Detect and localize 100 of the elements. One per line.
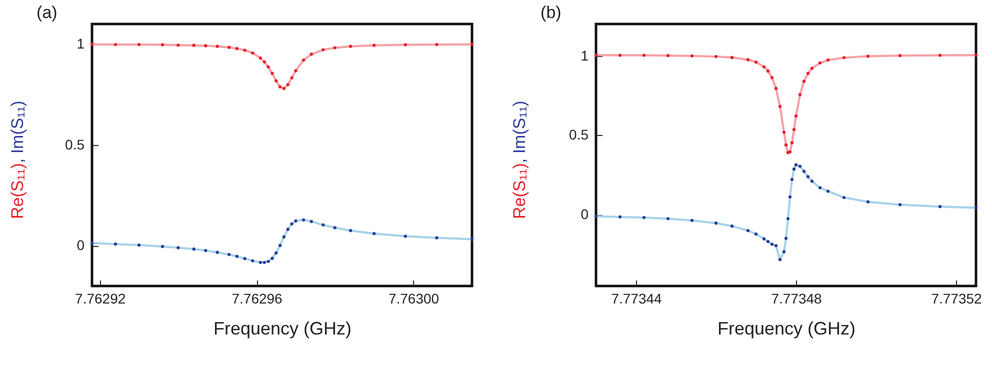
- point: [322, 223, 325, 227]
- point: [348, 44, 352, 48]
- point: [810, 66, 814, 70]
- point: [690, 218, 694, 222]
- y-axis-title: Re(S₁₁), Im(S₁₁): [8, 100, 27, 220]
- point: [778, 104, 782, 108]
- point: [216, 250, 219, 254]
- point: [274, 251, 278, 255]
- point: [642, 54, 646, 57]
- x-tick-label: 7.76300: [388, 290, 440, 306]
- y-tick-label: 0: [76, 237, 85, 254]
- point: [594, 54, 598, 57]
- point: [282, 86, 286, 90]
- point: [866, 54, 870, 58]
- point: [228, 252, 231, 256]
- line-series: [594, 54, 978, 154]
- point: [278, 85, 282, 88]
- x-tick-label: 7.77352: [931, 290, 982, 306]
- x-tick-label: 7.76292: [75, 290, 126, 306]
- point: [806, 72, 810, 75]
- point: [270, 72, 274, 75]
- y-tick-label: 1: [580, 47, 589, 64]
- point: [114, 42, 118, 46]
- point: [262, 260, 266, 264]
- point: [826, 190, 830, 193]
- point: [266, 260, 270, 263]
- point: [243, 48, 246, 52]
- point: [270, 256, 274, 260]
- point: [176, 44, 180, 47]
- x-tick-label: 7.77348: [771, 290, 822, 306]
- point: [770, 242, 774, 246]
- point: [784, 236, 788, 240]
- point: [818, 186, 822, 190]
- point: [938, 205, 942, 208]
- line-series: [90, 43, 474, 90]
- point: [333, 226, 336, 230]
- point: [290, 222, 294, 226]
- point: [286, 83, 290, 86]
- point: [333, 46, 336, 50]
- point: [898, 203, 902, 206]
- point: [404, 234, 407, 238]
- point: [618, 54, 622, 57]
- point: [176, 246, 180, 250]
- point: [348, 229, 352, 232]
- point: [766, 69, 770, 73]
- point: [435, 42, 438, 46]
- point: [262, 60, 266, 64]
- point: [806, 175, 810, 178]
- y-tick-label: 0.5: [569, 126, 589, 143]
- y-tick-label: 0.5: [65, 136, 85, 152]
- point: [372, 44, 376, 47]
- point: [798, 93, 802, 96]
- point: [470, 238, 474, 241]
- point: [786, 217, 790, 220]
- point: [290, 76, 294, 80]
- point: [282, 235, 286, 238]
- point: [974, 206, 978, 210]
- point: [251, 259, 254, 262]
- point: [842, 196, 846, 200]
- point: [160, 244, 164, 248]
- point: [666, 217, 670, 220]
- point: [372, 232, 376, 236]
- chart-title: (b): [540, 3, 562, 22]
- point: [766, 240, 770, 244]
- point: [866, 200, 870, 204]
- point: [790, 141, 794, 144]
- line-series: [594, 164, 978, 261]
- point: [798, 164, 802, 168]
- point: [404, 43, 407, 46]
- point: [294, 219, 298, 222]
- point: [714, 54, 718, 58]
- x-axis-title: Frequency (GHz): [213, 318, 352, 338]
- point: [192, 44, 196, 47]
- point: [818, 61, 822, 64]
- point: [842, 56, 846, 60]
- point: [278, 244, 282, 248]
- point: [594, 214, 598, 218]
- point: [204, 248, 208, 252]
- point: [90, 42, 94, 46]
- point: [302, 218, 306, 222]
- point: [974, 54, 978, 57]
- point: [160, 43, 164, 46]
- point: [294, 69, 298, 72]
- point: [774, 244, 778, 248]
- point: [794, 114, 798, 118]
- point: [784, 143, 788, 147]
- point: [802, 170, 806, 173]
- point: [774, 86, 778, 90]
- point: [810, 180, 814, 183]
- y-tick-label: 1: [76, 36, 85, 52]
- point: [642, 216, 646, 220]
- point: [762, 65, 766, 68]
- point: [286, 228, 290, 231]
- point: [216, 44, 219, 48]
- point: [746, 229, 750, 232]
- point: [235, 254, 239, 258]
- point: [802, 80, 806, 83]
- x-axis-title: Frequency (GHz): [717, 318, 856, 338]
- point: [137, 244, 141, 247]
- point: [266, 65, 270, 69]
